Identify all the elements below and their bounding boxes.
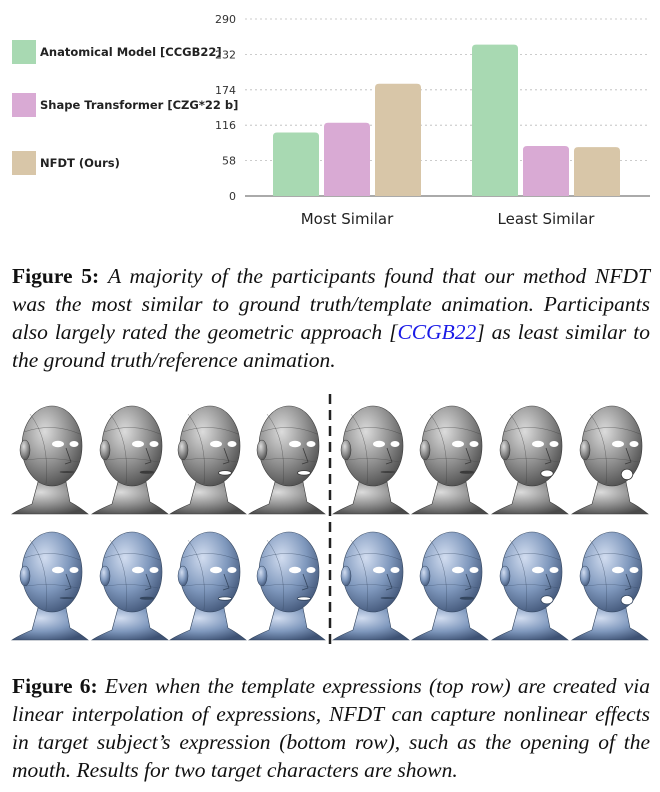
legend-label: Shape Transformer [CZG*22 b] xyxy=(40,98,238,112)
legend-swatch xyxy=(12,93,36,117)
citation-link[interactable]: CCGB22 xyxy=(397,320,477,344)
legend-swatch xyxy=(12,151,36,175)
legend-swatch xyxy=(12,40,36,64)
legend-label: NFDT (Ours) xyxy=(40,156,120,170)
figure6-caption-text: Even when the template expressions (top … xyxy=(12,674,651,782)
bar xyxy=(574,147,620,196)
y-tick-label: 58 xyxy=(222,155,236,168)
figure6-image xyxy=(11,394,649,644)
figure5-caption-label: Figure 5: xyxy=(12,264,100,288)
bar xyxy=(472,44,518,196)
head-render xyxy=(11,531,89,641)
head-render xyxy=(91,531,169,641)
figure5-caption-text-1: A majority of the participants found tha… xyxy=(12,264,650,344)
bar xyxy=(375,83,421,196)
y-tick-label: 0 xyxy=(229,190,236,203)
category-label: Least Similar xyxy=(498,210,596,228)
head-render xyxy=(571,531,649,641)
chart-bars xyxy=(273,44,620,196)
figure5-caption-text-2: ] as least similar to the ground truth/r… xyxy=(12,320,651,372)
head-render xyxy=(332,531,410,641)
head-render xyxy=(491,531,569,641)
head-render xyxy=(491,405,569,515)
chart-legend: Anatomical Model [CCGB22] Shape Transform… xyxy=(12,40,238,175)
y-tick-label: 232 xyxy=(215,48,236,61)
head-render xyxy=(248,531,326,641)
head-render xyxy=(11,405,89,515)
figure5-chart: Anatomical Model [CCGB22] Shape Transform… xyxy=(12,13,650,228)
head-render xyxy=(169,531,247,641)
head-render xyxy=(169,405,247,515)
y-tick-label: 116 xyxy=(215,119,236,132)
category-label: Most Similar xyxy=(301,210,394,228)
legend-label: Anatomical Model [CCGB22] xyxy=(40,45,222,59)
figure6-caption: Figure 6: Even when the template express… xyxy=(12,672,650,784)
bar xyxy=(324,122,370,196)
head-render xyxy=(571,405,649,515)
bar xyxy=(523,145,569,196)
head-render xyxy=(332,405,410,515)
head-render xyxy=(411,531,489,641)
head-render xyxy=(248,405,326,515)
figure6-caption-label: Figure 6: xyxy=(12,674,98,698)
y-tick-label: 174 xyxy=(215,84,236,97)
head-render xyxy=(411,405,489,515)
head-render xyxy=(91,405,169,515)
figure5-caption: Figure 5: A majority of the participants… xyxy=(12,262,650,374)
bar xyxy=(273,132,319,196)
category-labels: Most Similar Least Similar xyxy=(301,210,596,228)
y-tick-label: 290 xyxy=(215,13,236,26)
